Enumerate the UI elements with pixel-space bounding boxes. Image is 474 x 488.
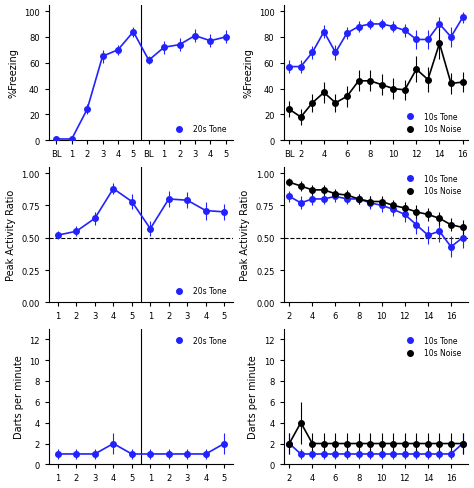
Legend: 10s Tone, 10s Noise: 10s Tone, 10s Noise [400, 333, 465, 361]
Legend: 20s Tone: 20s Tone [169, 333, 230, 348]
Legend: 10s Tone, 10s Noise: 10s Tone, 10s Noise [400, 109, 465, 137]
Y-axis label: Peak Activity Ratio: Peak Activity Ratio [6, 189, 16, 281]
Y-axis label: Darts per minute: Darts per minute [14, 355, 24, 439]
Y-axis label: %Freezing: %Freezing [9, 48, 18, 98]
Y-axis label: Peak Activity Ratio: Peak Activity Ratio [240, 189, 250, 281]
Y-axis label: %Freezing: %Freezing [243, 48, 253, 98]
Legend: 10s Tone, 10s Noise: 10s Tone, 10s Noise [400, 171, 465, 199]
Y-axis label: Darts per minute: Darts per minute [248, 355, 258, 439]
Legend: 20s Tone: 20s Tone [169, 284, 230, 299]
Legend: 20s Tone: 20s Tone [169, 122, 230, 137]
